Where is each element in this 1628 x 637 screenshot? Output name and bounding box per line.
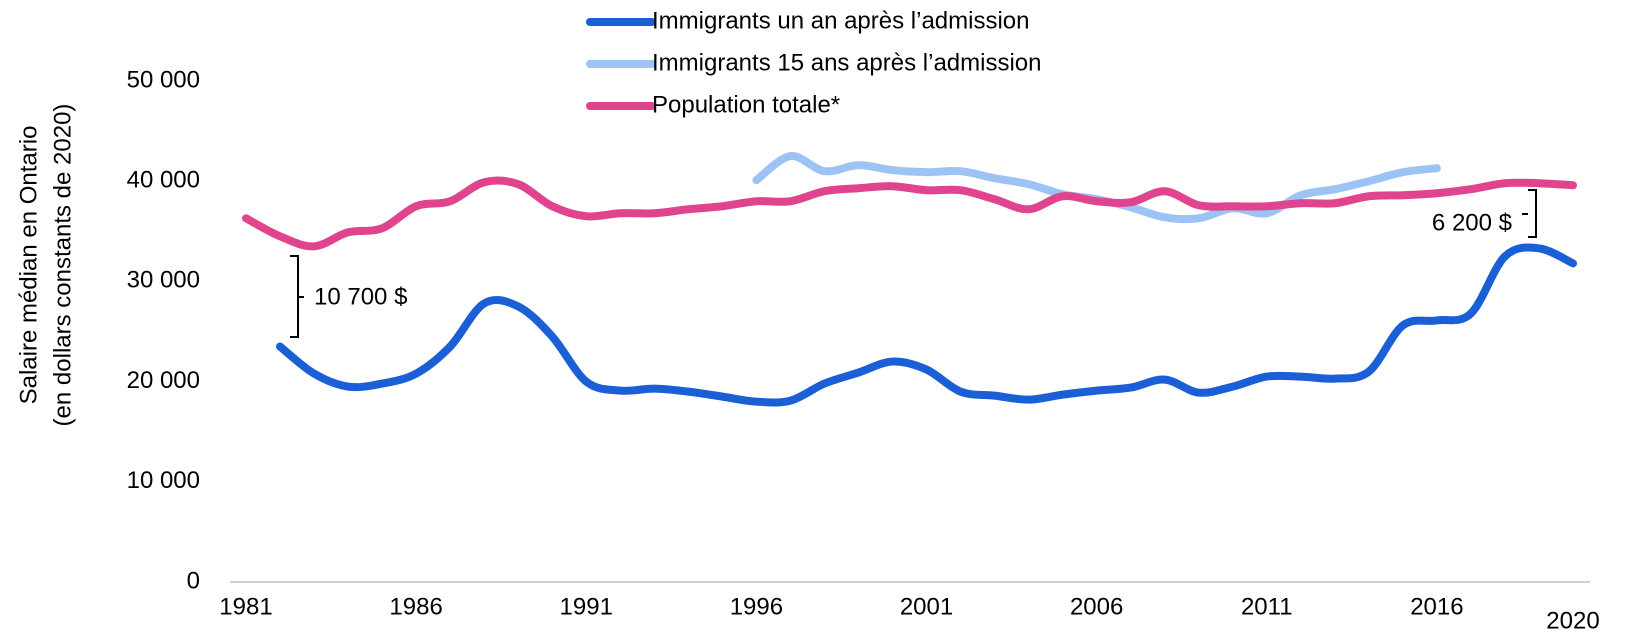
x-tick-label: 1996 — [730, 593, 783, 620]
y-tick-label: 10 000 — [127, 467, 200, 494]
y-tick-label: 30 000 — [127, 267, 200, 294]
legend-label: Population totale* — [652, 91, 840, 118]
legend-label: Immigrants un an après l’admission — [652, 7, 1030, 34]
x-tick-label: 1991 — [560, 593, 613, 620]
y-axis-label: Salaire médian en Ontario — [15, 126, 42, 405]
bracket — [290, 255, 304, 338]
x-tick-label: 2011 — [1241, 593, 1293, 620]
series-line — [242, 176, 1577, 251]
legend-label: Immigrants 15 ans après l’admission — [652, 49, 1042, 76]
x-tick-label: 1981 — [219, 593, 272, 620]
x-tick-label: 2016 — [1410, 593, 1463, 620]
y-tick-label: 50 000 — [127, 66, 200, 93]
x-tick-label: 2006 — [1070, 593, 1123, 620]
y-tick-label: 0 — [187, 567, 200, 594]
x-tick-label: 2020 — [1546, 607, 1599, 634]
series-line — [276, 243, 1577, 407]
x-tick-label: 1986 — [389, 593, 442, 620]
annotation: 10 700 $ — [314, 283, 407, 310]
y-tick-label: 40 000 — [127, 167, 200, 194]
x-tick-label: 2001 — [900, 593, 953, 620]
bracket — [1522, 189, 1537, 238]
y-tick-label: 20 000 — [127, 367, 200, 394]
annotation: 6 200 $ — [1432, 209, 1512, 236]
y-axis-label: (en dollars constants de 2020) — [49, 104, 76, 427]
